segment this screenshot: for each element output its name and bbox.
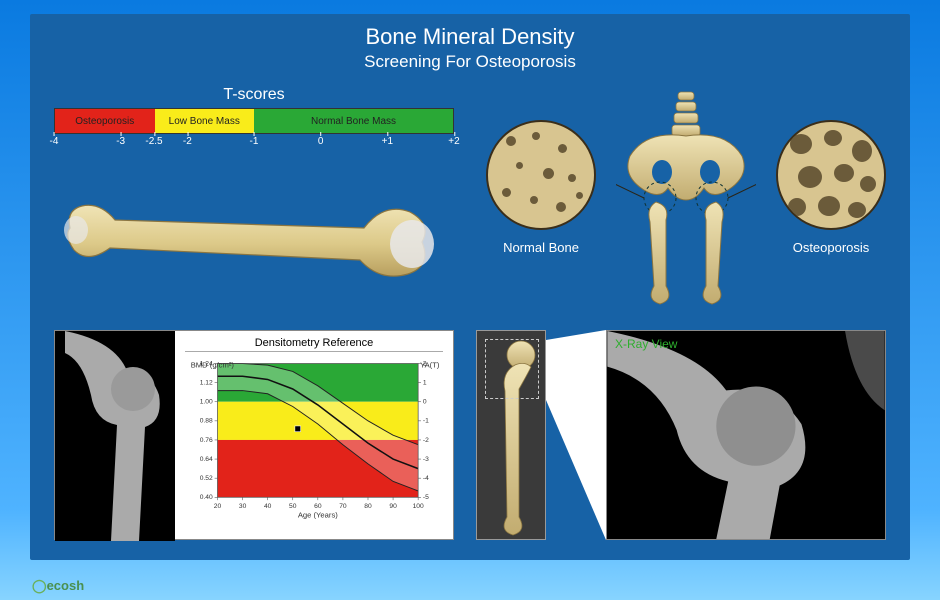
pelvis-illustration bbox=[616, 90, 756, 310]
xray-main-view: X-Ray View bbox=[606, 330, 886, 540]
page-title: Bone Mineral Density bbox=[30, 24, 910, 50]
svg-text:-2: -2 bbox=[423, 437, 429, 444]
svg-text:1.00: 1.00 bbox=[200, 399, 213, 406]
tscore-title: T-scores bbox=[54, 86, 454, 104]
xray-callout-wedge bbox=[546, 330, 606, 540]
normal-bone-circle bbox=[486, 120, 596, 230]
densitometry-card: Densitometry Reference 20 30 40 50 60 70 80 90 1… bbox=[54, 330, 454, 540]
normal-bone-label: Normal Bone bbox=[481, 240, 601, 255]
femur-illustration bbox=[60, 172, 440, 292]
svg-text:50: 50 bbox=[289, 503, 297, 510]
tscore-tick: +1 bbox=[382, 136, 393, 147]
svg-text:-3: -3 bbox=[423, 456, 429, 463]
tscore-tick: -1 bbox=[250, 136, 259, 147]
tscore-tick: -2.5 bbox=[145, 136, 162, 147]
svg-text:0.88: 0.88 bbox=[200, 418, 213, 425]
svg-text:70: 70 bbox=[339, 503, 347, 510]
svg-text:90: 90 bbox=[389, 503, 397, 510]
svg-text:60: 60 bbox=[314, 503, 322, 510]
tscore-tick: +2 bbox=[448, 136, 459, 147]
svg-text:-5: -5 bbox=[423, 494, 429, 501]
tscore-tick: -2 bbox=[183, 136, 192, 147]
page-subtitle: Screening For Osteoporosis bbox=[30, 52, 910, 72]
densitometry-chart: Densitometry Reference 20 30 40 50 60 70 80 90 1… bbox=[175, 331, 453, 539]
tscore-scale: -4-3-2.5-2-10+1+2 bbox=[54, 136, 454, 154]
tscore-tick: -4 bbox=[50, 136, 59, 147]
svg-text:Age (Years): Age (Years) bbox=[298, 510, 338, 519]
osteoporosis-label: Osteoporosis bbox=[771, 240, 891, 255]
svg-text:YA(T): YA(T) bbox=[420, 360, 440, 369]
svg-text:30: 30 bbox=[239, 503, 247, 510]
densitometry-xray-thumb bbox=[55, 331, 175, 539]
svg-text:BMD (g/cm²): BMD (g/cm²) bbox=[191, 360, 235, 369]
main-panel: Bone Mineral Density Screening For Osteo… bbox=[30, 14, 910, 560]
svg-text:0: 0 bbox=[423, 399, 427, 406]
tscore-segment: Normal Bone Mass bbox=[254, 109, 453, 133]
svg-text:-1: -1 bbox=[423, 418, 429, 425]
tscore-tick: -3 bbox=[116, 136, 125, 147]
svg-text:100: 100 bbox=[413, 503, 424, 510]
tscore-bar: OsteoporosisLow Bone MassNormal Bone Mas… bbox=[54, 108, 454, 134]
svg-text:20: 20 bbox=[214, 503, 222, 510]
densitometry-svg: 20 30 40 50 60 70 80 90 100 0.40 0.52 0.64 0.76 0.88 1… bbox=[185, 354, 443, 524]
svg-text:0.40: 0.40 bbox=[200, 494, 213, 501]
svg-text:80: 80 bbox=[364, 503, 372, 510]
densitometry-title: Densitometry Reference bbox=[185, 337, 443, 352]
osteoporosis-bone-circle bbox=[776, 120, 886, 230]
xray-scan-region bbox=[485, 339, 539, 399]
xray-femur-thumb bbox=[476, 330, 546, 540]
svg-text:40: 40 bbox=[264, 503, 272, 510]
tscore-segment: Low Bone Mass bbox=[155, 109, 255, 133]
svg-text:0.76: 0.76 bbox=[200, 437, 213, 444]
svg-text:1.12: 1.12 bbox=[200, 380, 213, 387]
bone-compare: Normal Bone Osteoporosis bbox=[486, 90, 886, 320]
svg-text:0.64: 0.64 bbox=[200, 456, 213, 463]
xray-block: X-Ray View bbox=[476, 330, 886, 540]
xray-label: X-Ray View bbox=[615, 337, 677, 351]
tscore-tick: 0 bbox=[318, 136, 324, 147]
svg-text:0.52: 0.52 bbox=[200, 475, 213, 482]
watermark: ◯ecosh bbox=[32, 578, 84, 594]
tscore-section: T-scores OsteoporosisLow Bone MassNormal… bbox=[54, 86, 454, 154]
svg-text:1: 1 bbox=[423, 380, 427, 387]
tscore-segment: Osteoporosis bbox=[55, 109, 155, 133]
title-block: Bone Mineral Density Screening For Osteo… bbox=[30, 14, 910, 72]
svg-text:-4: -4 bbox=[423, 475, 429, 482]
